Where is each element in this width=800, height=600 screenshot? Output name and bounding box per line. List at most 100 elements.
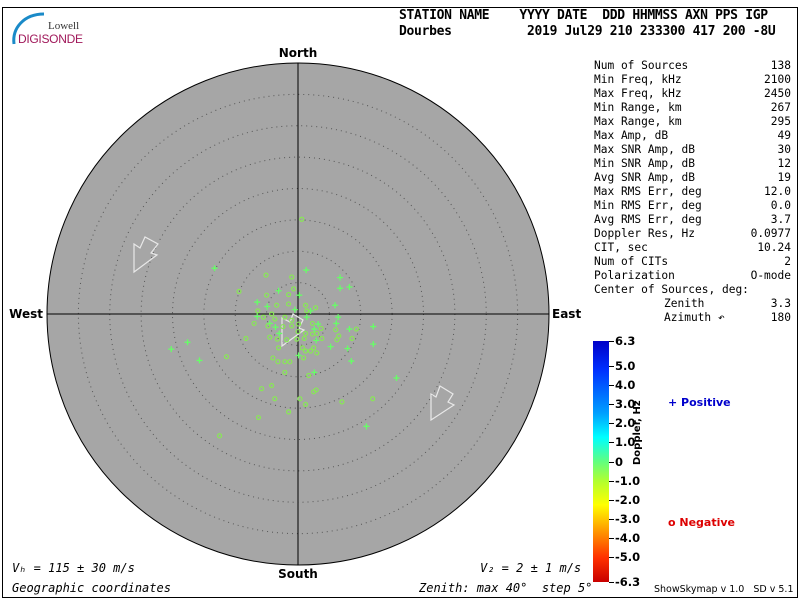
source-point-negative [311, 389, 317, 395]
source-point-positive [291, 306, 298, 313]
stat-row: Min Range, km 267 [594, 101, 791, 115]
source-point-negative [243, 335, 249, 342]
stat-label: Doppler Res, Hz [594, 227, 696, 240]
digisonde-logo: Lowell DIGISONDE [10, 10, 90, 46]
stat-row: Max SNR Amp, dB 30 [594, 143, 791, 157]
source-point-negative [339, 399, 345, 405]
stat-value: 10.24 [757, 241, 791, 254]
stat-value: 12.0 [764, 185, 791, 198]
stat-label: Max Amp, dB [594, 129, 669, 142]
stat-row: CIT, sec 10.24 [594, 241, 791, 255]
legend-positive: + Positive [668, 396, 731, 409]
center-title: Center of Sources, deg: [594, 283, 749, 296]
version-text: ShowSkymap v 1.0 SD v 5.1 [654, 584, 794, 595]
stat-value: O-mode [750, 269, 791, 282]
stat-value: 19 [777, 171, 791, 184]
stat-value: 0.0977 [750, 227, 791, 240]
source-point-negative [289, 317, 295, 323]
source-point-positive [313, 337, 320, 344]
source-point-negative [289, 274, 295, 280]
source-point-negative [299, 216, 305, 222]
source-point-negative [269, 382, 275, 389]
source-point-negative [260, 314, 267, 320]
source-point-positive [254, 299, 261, 306]
stat-row: Avg RMS Err, deg 3.7 [594, 213, 791, 227]
stat-row: Num of Sources 138 [594, 59, 791, 73]
stat-label: Max Freq, kHz [594, 87, 682, 100]
stat-value: 138 [770, 59, 791, 72]
source-point-negative [265, 323, 271, 329]
source-point-positive [211, 265, 218, 272]
source-point-positive [315, 321, 322, 328]
source-point-positive [363, 423, 370, 430]
source-points [168, 216, 400, 439]
source-point-negative [259, 386, 265, 392]
stat-label: Min RMS Err, deg [594, 199, 702, 212]
source-point-negative [302, 302, 309, 308]
stat-row: Min SNR Amp, dB 12 [594, 157, 791, 171]
source-point-negative [255, 414, 262, 421]
source-point-positive [337, 285, 344, 292]
stat-label: Avg RMS Err, deg [594, 213, 702, 226]
source-point-positive [303, 267, 310, 274]
source-point-positive [254, 313, 261, 320]
logo-text-lowell: Lowell [48, 20, 80, 32]
stat-row: Max Freq, kHz 2450 [594, 87, 791, 101]
colorbar-tick: -6.3 [609, 575, 640, 589]
source-point-positive [348, 358, 355, 365]
source-point-negative [307, 348, 314, 354]
colorbar-tick: 1.0 [609, 435, 635, 449]
zenith-scale: Zenith: max 40° step 5° [419, 581, 593, 595]
source-point-negative [270, 355, 276, 361]
colorbar-tick: 6.3 [609, 334, 635, 348]
center-azimuth: Azimuth ↶ 180 [664, 311, 791, 324]
stat-label: CIT, sec [594, 241, 648, 254]
source-point-negative [301, 355, 307, 361]
stat-label: Avg SNR Amp, dB [594, 171, 696, 184]
logo-arc-icon [12, 12, 45, 45]
source-point-negative [255, 308, 261, 314]
stat-row: Min RMS Err, deg 0.0 [594, 199, 791, 213]
stat-label: Max RMS Err, deg [594, 185, 702, 198]
source-point-negative [275, 345, 282, 351]
source-point-negative [267, 334, 273, 340]
source-point-negative [282, 369, 288, 375]
source-point-positive [264, 303, 271, 310]
source-point-negative [282, 359, 288, 365]
stat-value: 2100 [764, 73, 791, 86]
colorbar-tick: 4.0 [609, 378, 635, 392]
source-point-negative [282, 314, 288, 320]
stat-label: Min Range, km [594, 101, 682, 114]
source-point-positive [333, 320, 340, 327]
stat-label: Num of Sources [594, 59, 689, 72]
stat-label: Max Range, km [594, 115, 682, 128]
horizontal-velocity: Vₕ = 115 ± 30 m/s [12, 561, 135, 575]
colorbar-title: Doppler, Hz [632, 400, 643, 465]
source-point-negative [314, 330, 320, 337]
source-point-negative [333, 327, 339, 333]
source-point-negative [287, 359, 293, 365]
source-point-negative [285, 291, 292, 298]
source-point-negative [301, 335, 307, 342]
source-point-negative [306, 372, 312, 379]
source-point-negative [289, 323, 295, 329]
source-point-negative [274, 336, 280, 342]
colorbar-tick: -2.0 [609, 493, 640, 507]
source-point-negative [311, 345, 317, 351]
source-point-negative [216, 433, 223, 439]
source-point-positive [275, 287, 282, 294]
source-point-negative [304, 308, 310, 314]
plus-icon: + [668, 396, 682, 409]
stat-row: Max RMS Err, deg 12.0 [594, 185, 791, 199]
source-point-negative [302, 330, 309, 337]
source-point-positive [295, 352, 302, 359]
label-south: South [278, 567, 318, 581]
source-point-positive [303, 314, 310, 321]
source-point-negative [275, 359, 281, 365]
source-point-negative [309, 320, 316, 327]
stat-label: Min Freq, kHz [594, 73, 682, 86]
circle-icon: o [668, 516, 680, 529]
logo-text-digisonde: DIGISONDE [18, 32, 83, 46]
source-point-positive [344, 345, 351, 352]
stat-label: Polarization [594, 269, 675, 282]
